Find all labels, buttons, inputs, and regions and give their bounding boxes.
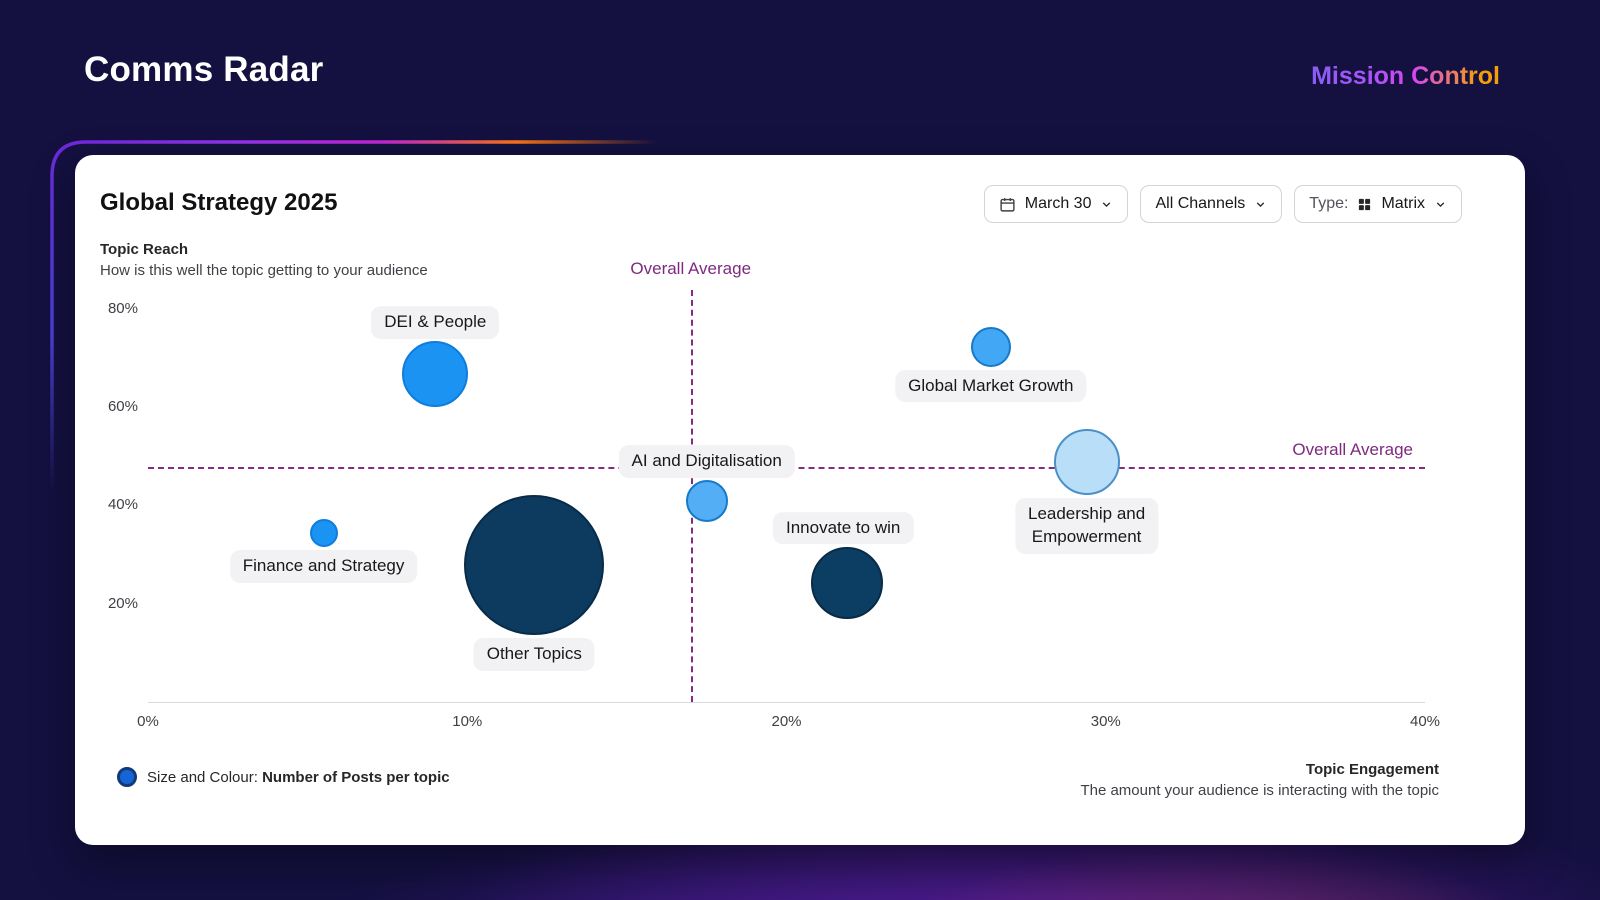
app-title: Comms Radar bbox=[84, 50, 324, 89]
bubble-label-dei-people: DEI & People bbox=[371, 305, 500, 339]
bubble-other-topics[interactable] bbox=[464, 495, 605, 636]
bubble-dei-people[interactable] bbox=[402, 340, 469, 407]
bubble-finance-and-strategy[interactable] bbox=[309, 519, 338, 548]
bubble-label-finance-and-strategy: Finance and Strategy bbox=[229, 550, 418, 584]
bubble-global-market-growth[interactable] bbox=[970, 326, 1011, 367]
legend-prefix: Size and Colour: bbox=[147, 768, 258, 786]
matrix-grid-icon bbox=[1359, 198, 1371, 210]
x-axis-tick: 20% bbox=[771, 713, 802, 730]
y-axis-header: Topic Reach How is this well the topic g… bbox=[100, 241, 428, 279]
legend-bold: Number of Posts per topic bbox=[262, 768, 450, 786]
type-filter-prefix: Type: bbox=[1309, 195, 1349, 212]
bubble-label-global-market-growth: Global Market Growth bbox=[895, 369, 1087, 403]
x-axis-title: Topic Engagement bbox=[1305, 761, 1439, 778]
overall-average-x-label: Overall Average bbox=[630, 259, 752, 278]
channels-filter-dropdown[interactable]: All Channels bbox=[1140, 185, 1283, 223]
x-axis-subtitle: The amount your audience is interacting … bbox=[1080, 782, 1439, 799]
y-axis-tick: 20% bbox=[107, 594, 138, 612]
x-axis-tick: 10% bbox=[452, 713, 483, 730]
legend-text: Size and Colour: Number of Posts per top… bbox=[147, 769, 450, 786]
size-legend: Size and Colour: Number of Posts per top… bbox=[117, 767, 450, 787]
bubble-ai-and-digitalisation[interactable] bbox=[685, 480, 728, 523]
bubble-leadership-and-empowerment[interactable] bbox=[1053, 429, 1120, 496]
x-axis-tick: 0% bbox=[137, 713, 159, 730]
brand-logo: Mission Control bbox=[1311, 62, 1500, 90]
chevron-down-icon bbox=[1257, 201, 1265, 207]
type-filter-value: Matrix bbox=[1381, 195, 1425, 212]
overall-average-y-label: Overall Average bbox=[1292, 440, 1413, 459]
type-filter-dropdown[interactable]: Type: Matrix bbox=[1294, 185, 1462, 223]
y-axis-tick: 40% bbox=[107, 496, 138, 514]
bubble-chart: Overall Average Overall Average 0% 10% 20%… bbox=[108, 259, 1440, 730]
chevron-down-icon bbox=[1436, 201, 1445, 207]
bubble-label-other-topics: Other Topics bbox=[473, 638, 595, 672]
bubble-label-leadership-and-empowerment: Leadership and Empowerment bbox=[1014, 498, 1159, 554]
calendar-icon bbox=[1000, 197, 1015, 212]
date-filter-label: March 30 bbox=[1024, 195, 1092, 212]
date-filter-dropdown[interactable]: March 30 bbox=[983, 185, 1129, 223]
panel-title: Global Strategy 2025 bbox=[100, 189, 338, 216]
legend-bubble-icon bbox=[117, 767, 137, 787]
y-axis-subtitle: How is this well the topic getting to yo… bbox=[100, 262, 428, 279]
y-axis-tick: 60% bbox=[107, 398, 138, 415]
bubble-label-innovate-to-win: Innovate to win bbox=[772, 511, 914, 545]
channels-filter-label: All Channels bbox=[1155, 195, 1246, 212]
x-axis-header: Topic Engagement The amount your audienc… bbox=[1080, 761, 1439, 799]
bubble-innovate-to-win[interactable] bbox=[811, 546, 884, 619]
chart-card: Global Strategy 2025 March 30 All Channe… bbox=[75, 155, 1525, 845]
y-axis-tick: 80% bbox=[107, 299, 138, 317]
chevron-down-icon bbox=[1103, 201, 1111, 207]
x-axis-tick: 30% bbox=[1090, 713, 1121, 730]
y-axis-title: Topic Reach bbox=[100, 241, 189, 258]
bubble-label-ai-and-digitalisation: AI and Digitalisation bbox=[618, 445, 795, 479]
filter-bar: March 30 All Channels Type: Matrix bbox=[983, 185, 1462, 223]
x-axis-tick: 40% bbox=[1409, 713, 1441, 730]
